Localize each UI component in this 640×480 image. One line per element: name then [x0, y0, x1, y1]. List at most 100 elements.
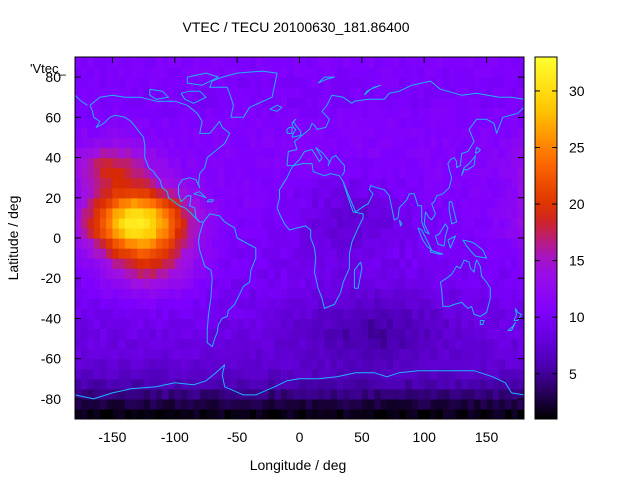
heatmap-cell	[424, 157, 432, 169]
heatmap-cell	[467, 187, 475, 199]
heatmap-cell	[137, 197, 145, 209]
heatmap-cell	[75, 408, 82, 419]
heatmap-cell	[399, 238, 407, 249]
heatmap-cell	[106, 358, 114, 370]
heatmap-cell	[467, 288, 475, 299]
heatmap-cell	[255, 368, 263, 380]
heatmap-cell	[411, 318, 419, 330]
heatmap-cell	[480, 177, 488, 189]
heatmap-cell	[405, 117, 413, 128]
heatmap-cell	[143, 177, 151, 189]
heatmap-cell	[255, 318, 263, 330]
heatmap-cell	[181, 77, 188, 88]
heatmap-cell	[442, 238, 450, 249]
heatmap-cell	[467, 398, 475, 410]
heatmap-cell	[336, 177, 344, 189]
heatmap-cell	[305, 57, 313, 68]
heatmap-cell	[393, 77, 400, 88]
heatmap-cell	[336, 107, 344, 118]
heatmap-cell	[511, 167, 519, 179]
heatmap-cell	[230, 308, 238, 320]
heatmap-cell	[492, 358, 500, 370]
heatmap-cell	[243, 328, 251, 340]
heatmap-cell	[249, 87, 257, 98]
heatmap-cell	[305, 197, 313, 209]
heatmap-cell	[262, 187, 269, 199]
heatmap-cell	[386, 197, 394, 209]
heatmap-cell	[199, 328, 207, 340]
heatmap-cell	[380, 388, 388, 400]
heatmap-cell	[380, 368, 388, 380]
heatmap-cell	[318, 278, 326, 289]
heatmap-cell	[137, 238, 145, 249]
heatmap-cell	[380, 57, 388, 68]
heatmap-cell	[374, 97, 382, 108]
heatmap-cell	[262, 408, 269, 419]
heatmap-cell	[156, 288, 163, 299]
heatmap-cell	[405, 288, 413, 299]
heatmap-cell	[305, 358, 313, 370]
heatmap-cell	[243, 408, 251, 419]
heatmap-cell	[187, 67, 195, 78]
heatmap-cell	[442, 207, 450, 219]
heatmap-cell	[511, 117, 519, 128]
heatmap-cell	[368, 177, 375, 189]
heatmap-cell	[349, 388, 357, 400]
heatmap-cell	[380, 87, 388, 98]
heatmap-cell	[212, 328, 220, 340]
heatmap-cell	[305, 258, 313, 269]
heatmap-cell	[137, 187, 145, 199]
heatmap-cell	[162, 408, 170, 419]
heatmap-cell	[305, 177, 313, 189]
heatmap-cell	[330, 298, 338, 309]
colorbar-tick-label: 5	[569, 366, 577, 382]
heatmap-cell	[218, 127, 226, 139]
heatmap-cell	[492, 238, 500, 249]
heatmap-cell	[156, 278, 163, 289]
heatmap-cell	[199, 77, 207, 88]
heatmap-cell	[255, 57, 263, 68]
heatmap-cell	[149, 278, 157, 289]
heatmap-cell	[305, 227, 313, 239]
coastline	[206, 199, 214, 203]
heatmap-cell	[424, 77, 432, 88]
heatmap-cell	[81, 77, 89, 88]
heatmap-cell	[405, 147, 413, 159]
heatmap-cell	[230, 137, 238, 149]
heatmap-cell	[131, 358, 138, 370]
heatmap-cell	[336, 408, 344, 419]
heatmap-cell	[237, 107, 244, 118]
heatmap-cell	[442, 117, 450, 128]
heatmap-cell	[461, 157, 469, 169]
heatmap-cell	[368, 137, 375, 149]
heatmap-cell	[199, 167, 207, 179]
heatmap-cell	[87, 67, 95, 78]
heatmap-cell	[455, 358, 463, 370]
heatmap-cell	[511, 157, 519, 169]
heatmap-cell	[124, 97, 132, 108]
heatmap-cell	[355, 77, 363, 88]
heatmap-cell	[330, 187, 338, 199]
heatmap-cell	[106, 67, 114, 78]
heatmap-cell	[193, 97, 201, 108]
heatmap-cell	[106, 107, 114, 118]
heatmap-cell	[374, 378, 382, 390]
heatmap-cell	[193, 358, 201, 370]
heatmap-cell	[287, 318, 294, 330]
coastline	[434, 223, 449, 247]
heatmap-cell	[399, 197, 407, 209]
heatmap-cell	[230, 167, 238, 179]
heatmap-cell	[374, 57, 382, 68]
heatmap-cell	[237, 318, 244, 330]
heatmap-cell	[461, 328, 469, 340]
heatmap-cell	[492, 348, 500, 360]
heatmap-cell	[187, 238, 195, 249]
heatmap-cell	[361, 107, 369, 118]
heatmap-cell	[405, 227, 413, 239]
heatmap-cell	[212, 217, 220, 229]
heatmap-cell	[99, 217, 107, 229]
heatmap-cell	[399, 348, 407, 360]
heatmap-cell	[274, 117, 282, 128]
heatmap-cell	[368, 268, 375, 279]
heatmap-cell	[349, 147, 357, 159]
